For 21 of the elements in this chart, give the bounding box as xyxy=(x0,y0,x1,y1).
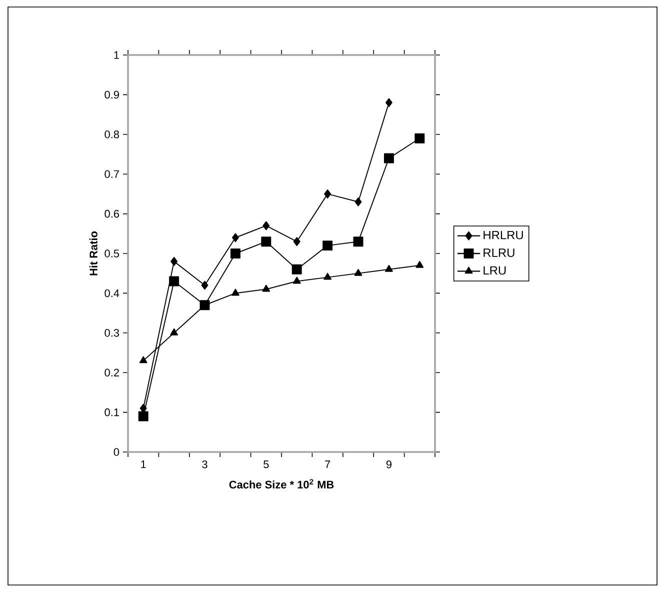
y-tick-label: 0 xyxy=(114,448,120,456)
legend-label: HRLRU xyxy=(484,230,523,240)
y-tick-label: 0.4 xyxy=(104,289,120,298)
legend-label: RLRU xyxy=(484,248,514,257)
y-tick-label: 0.6 xyxy=(104,210,120,218)
y-tick-label: 1 xyxy=(114,51,119,59)
y-axis-title: Hit Ratio xyxy=(89,231,98,276)
x-tick-label: 7 xyxy=(325,460,330,468)
y-tick-label: 0.3 xyxy=(104,329,120,337)
x-tick-label: 5 xyxy=(264,460,269,468)
y-tick-label: 0.2 xyxy=(104,368,119,376)
y-tick-label: 0.9 xyxy=(104,90,119,99)
y-tick-label: 0.8 xyxy=(104,130,120,138)
x-tick-label: 3 xyxy=(202,460,208,468)
y-tick-label: 0.7 xyxy=(104,170,119,178)
x-tick-label: 1 xyxy=(141,460,146,468)
y-tick-label: 0.1 xyxy=(104,408,119,416)
legend-label: LRU xyxy=(484,266,506,275)
x-tick-label: 9 xyxy=(386,460,392,468)
x-axis-title: Cache Size * 10$^{2}$ MB xyxy=(229,479,334,489)
y-tick-label: 0.5 xyxy=(104,250,120,258)
